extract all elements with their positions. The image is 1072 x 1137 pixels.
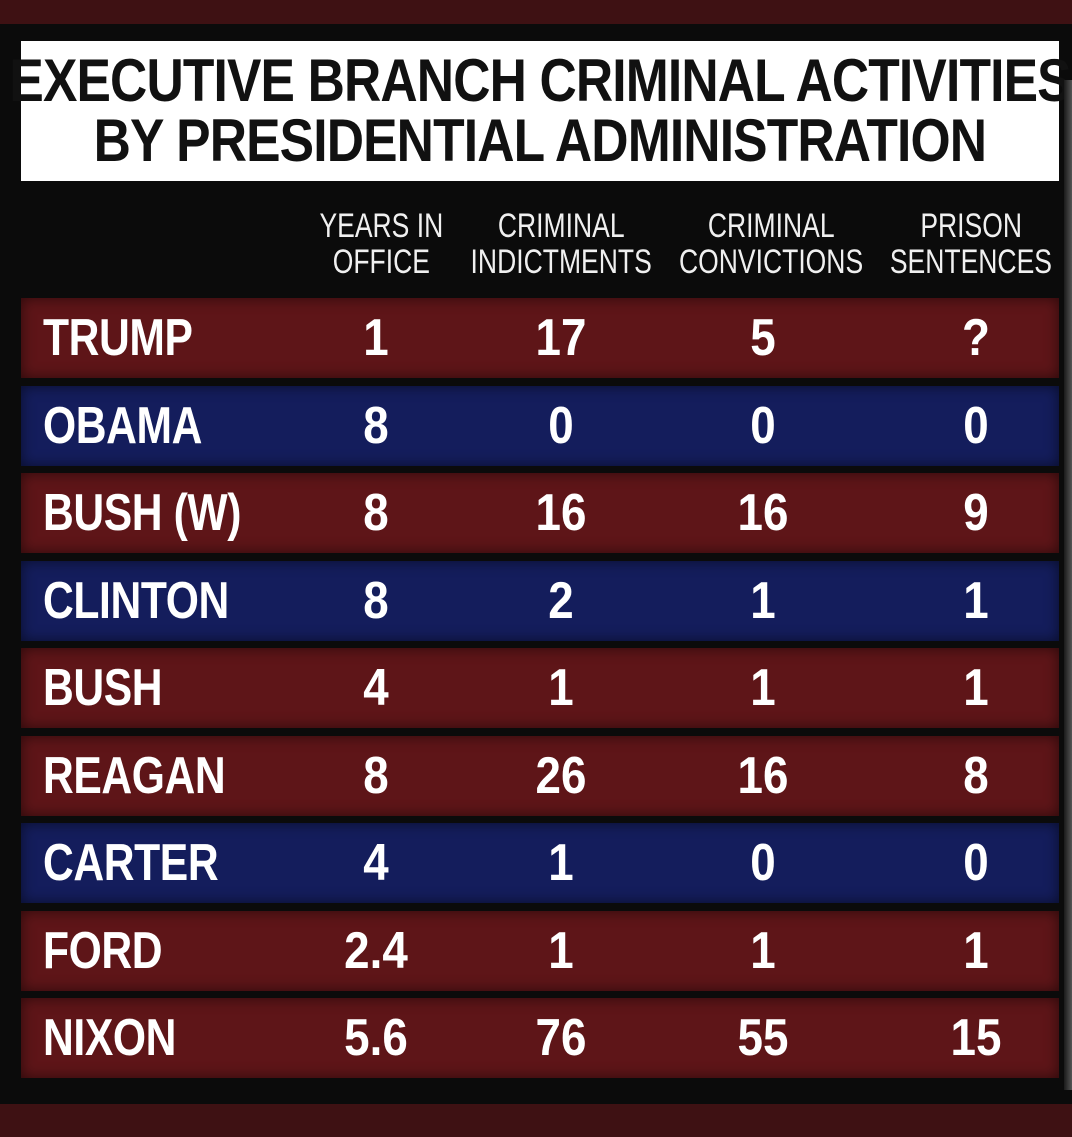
row-name: OBAMA bbox=[43, 396, 203, 455]
row-value: 5 bbox=[750, 309, 776, 367]
row-value: 9 bbox=[963, 484, 989, 542]
column-header-prison-sentences: PRISON SENTENCES bbox=[886, 208, 1056, 288]
row-value: 0 bbox=[750, 834, 776, 892]
column-header-line: SENTENCES bbox=[889, 243, 1053, 281]
row-value: 2.4 bbox=[344, 921, 408, 980]
row-name: NIXON bbox=[43, 1009, 176, 1067]
column-header-line: YEARS IN bbox=[319, 207, 443, 245]
table-row: BUSH 4 1 1 1 bbox=[21, 648, 1059, 728]
bottom-border-strip bbox=[0, 1104, 1072, 1137]
row-value: ? bbox=[962, 309, 990, 367]
title-box: EXECUTIVE BRANCH CRIMINAL ACTIVITIES BY … bbox=[9, 41, 1072, 181]
row-value: 4 bbox=[363, 834, 389, 892]
row-value: 4 bbox=[363, 659, 389, 717]
row-value: 1 bbox=[548, 921, 574, 980]
row-value: 1 bbox=[963, 659, 989, 717]
row-value: 5.6 bbox=[344, 1009, 408, 1067]
row-value: 8 bbox=[363, 746, 389, 805]
right-edge-shadow bbox=[1064, 80, 1072, 1090]
row-value: 1 bbox=[963, 571, 989, 630]
row-value: 2 bbox=[548, 571, 574, 630]
row-name: TRUMP bbox=[43, 309, 193, 367]
column-header-line: CRIMINAL bbox=[707, 207, 835, 245]
column-header-row: YEARS IN OFFICE CRIMINAL INDICTMENTS CRI… bbox=[21, 208, 1059, 288]
table-row: TRUMP 1 17 5? bbox=[21, 298, 1059, 378]
table-row: OBAMA 8 0 0 0 bbox=[21, 385, 1059, 466]
title-line-1: EXECUTIVE BRANCH CRIMINAL ACTIVITIES bbox=[9, 47, 1071, 114]
row-name: BUSH (W) bbox=[43, 484, 242, 542]
row-value: 1 bbox=[548, 834, 574, 892]
row-value: 1 bbox=[363, 309, 389, 367]
row-value: 1 bbox=[750, 921, 776, 980]
table-row: NIXON 5.6 76 55 15 bbox=[21, 998, 1059, 1078]
column-header-line: PRISON bbox=[920, 207, 1022, 245]
row-name: CLINTON bbox=[43, 571, 229, 630]
row-value: 26 bbox=[535, 746, 587, 805]
row-value: 0 bbox=[750, 396, 776, 455]
row-name: FORD bbox=[43, 921, 163, 980]
column-header-line: OFFICE bbox=[332, 243, 430, 281]
table-row: REAGAN 8 26 16 8 bbox=[21, 735, 1059, 816]
row-value: 8 bbox=[363, 571, 389, 630]
table-row: CLINTON 8 2 1 1 bbox=[21, 560, 1059, 641]
row-value: 0 bbox=[963, 396, 989, 455]
column-header-line: INDICTMENTS bbox=[470, 243, 652, 281]
table-row: BUSH (W) 8 16 16 9 bbox=[21, 473, 1059, 553]
row-value: 76 bbox=[535, 1009, 587, 1067]
table-row: FORD 2.4 1 1 1 bbox=[21, 910, 1059, 991]
row-value: 16 bbox=[737, 746, 789, 805]
column-header-criminal-indictments: CRIMINAL INDICTMENTS bbox=[466, 208, 656, 288]
row-value: 0 bbox=[963, 834, 989, 892]
row-value: 1 bbox=[963, 921, 989, 980]
row-value: 55 bbox=[737, 1009, 789, 1067]
column-header-line: CONVICTIONS bbox=[678, 243, 864, 281]
row-value: 1 bbox=[750, 571, 776, 630]
row-value: 15 bbox=[950, 1009, 1002, 1067]
row-name: BUSH bbox=[43, 659, 163, 717]
row-value: 16 bbox=[737, 484, 789, 542]
row-value: 0 bbox=[548, 396, 574, 455]
table-row: CARTER 4 1 0 0 bbox=[21, 823, 1059, 903]
top-border-strip bbox=[0, 0, 1072, 24]
column-header-years-in-office: YEARS IN OFFICE bbox=[319, 207, 443, 288]
row-value: 8 bbox=[363, 484, 389, 542]
row-name: CARTER bbox=[43, 834, 219, 892]
row-value: 16 bbox=[535, 484, 587, 542]
row-name: REAGAN bbox=[43, 746, 226, 805]
title-line-2: BY PRESIDENTIAL ADMINISTRATION bbox=[93, 107, 987, 174]
row-value: 8 bbox=[363, 396, 389, 455]
row-value: 1 bbox=[548, 659, 574, 717]
row-value: 17 bbox=[535, 309, 587, 367]
row-value: 8 bbox=[963, 746, 989, 805]
row-value: 1 bbox=[750, 659, 776, 717]
column-header-criminal-convictions: CRIMINAL CONVICTIONS bbox=[676, 208, 866, 288]
column-header-line: CRIMINAL bbox=[497, 207, 625, 245]
